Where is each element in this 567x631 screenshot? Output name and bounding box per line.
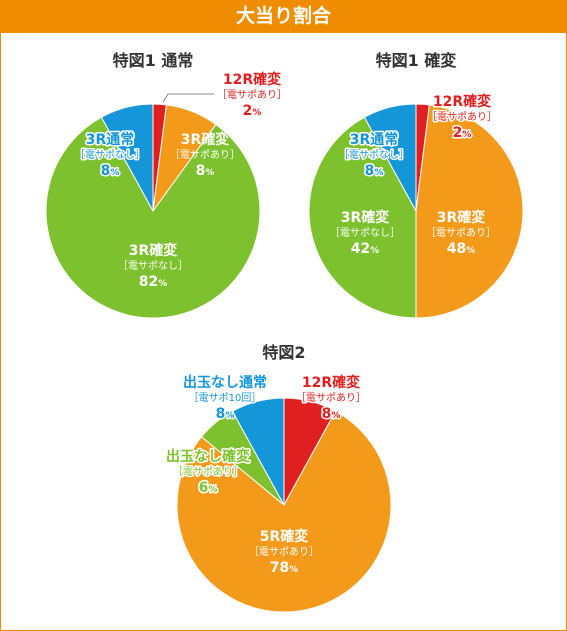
slice-label: 3R確変［電サポなし］ 42%	[330, 209, 400, 257]
slice-label-sub: ［電サポあり］	[217, 89, 287, 101]
slice-label-sub: ［電サポなし］	[330, 227, 400, 239]
slice-label-value: 6%	[199, 480, 218, 496]
pie-chart-title: 特図2	[262, 343, 305, 362]
slice-label-name: 3R確変	[181, 131, 230, 148]
slice-label: 3R確変［電サポなし］ 82%	[118, 242, 188, 290]
slice-label: 3R確変［電サポあり］ 8%	[170, 131, 240, 179]
pie-slice	[308, 116, 417, 319]
pie-chart-1: 特図1 通常12R確変［電サポあり］2%3R確変［電サポあり］8%3R確変［電サ…	[45, 51, 289, 319]
pie-slice	[415, 104, 524, 319]
pie-chart-title: 特図1 確変	[376, 51, 457, 70]
slice-label: 5R確変［電サポあり］ 78%	[249, 528, 319, 576]
slice-label-value: 2%	[453, 125, 472, 141]
pie-slice	[100, 103, 154, 212]
slice-label-name: 出玉なし確変	[166, 448, 250, 465]
slice-label-value: 8%	[365, 163, 384, 179]
slice-label-name: 3R確変	[129, 242, 178, 259]
pie-chart-3: 特図212R確変［電サポあり］8%5R確変［電サポあり］78%出玉なし確変［電サ…	[165, 343, 392, 613]
pie-slice	[231, 397, 285, 506]
slice-label-sub: ［電サポ10回］	[189, 392, 262, 404]
slice-label-name: 12R確変	[223, 71, 281, 88]
slice-label-sub: ［電サポあり］	[170, 149, 240, 161]
header-bar: 大当り割合	[0, 0, 567, 33]
slice-label-name: 12R確変	[433, 93, 491, 110]
slice-label-sub: ［電サポあり］	[427, 111, 497, 123]
slice-label-value: 2%	[243, 103, 262, 119]
slice-label-sub: ［電サポなし］	[339, 149, 409, 161]
pie-slice	[363, 103, 417, 212]
slice-label-name: 3R通常	[350, 131, 399, 148]
slice-label-sub: ［電サポあり］	[296, 392, 366, 404]
slice-label-sub: ［電サポあり］	[426, 227, 496, 239]
slice-label-sub: ［電サポなし］	[118, 260, 188, 272]
slice-label-name: 12R確変	[302, 374, 360, 391]
slice-label: 出玉なし確変［電サポあり］ 6%	[165, 447, 252, 498]
slice-label-name: 3R確変	[341, 209, 390, 226]
slice-label: 3R通常［電サポなし］ 8%	[74, 130, 147, 181]
slice-label: 3R確変［電サポあり］ 48%	[426, 209, 496, 257]
pie-chart-2: 特図1 確変12R確変［電サポあり］2%3R確変［電サポあり］48%3R確変［電…	[308, 51, 524, 319]
slice-label-value: 8%	[196, 163, 215, 179]
slice-label-sub: ［電サポあり］	[173, 466, 243, 478]
slice-label-value: 8%	[101, 163, 120, 179]
slice-label-sub: ［電サポなし］	[75, 149, 145, 161]
slice-label: 3R通常［電サポなし］ 8%	[338, 130, 411, 181]
slice-label-name: 3R通常	[86, 131, 135, 148]
slice-label-value: 42%	[351, 241, 380, 257]
slice-label-value: 82%	[139, 274, 168, 290]
slice-label-value: 8%	[322, 406, 341, 422]
leader-line	[162, 93, 214, 103]
slice-label-name: 3R確変	[437, 209, 486, 226]
header-title: 大当り割合	[235, 5, 331, 27]
slice-label: 12R確変［電サポあり］ 2%	[162, 70, 289, 121]
slice-label-name: 出玉なし通常	[183, 374, 267, 391]
pie-slice	[176, 410, 392, 613]
slice-label-value: 8%	[216, 406, 235, 422]
slice-label-sub: ［電サポあり］	[249, 546, 319, 558]
pie-slice	[45, 116, 261, 319]
slice-label: 出玉なし通常［電サポ10回］ 8%	[182, 373, 269, 424]
slice-label: 12R確変［電サポあり］ 2%	[426, 92, 499, 143]
slice-label-value: 78%	[270, 560, 299, 576]
slice-label: 12R確変［電サポあり］ 8%	[295, 373, 368, 424]
pie-chart-title: 特図1 通常	[113, 51, 194, 70]
slice-label-value: 48%	[447, 241, 476, 257]
slice-label-name: 5R確変	[260, 528, 309, 545]
